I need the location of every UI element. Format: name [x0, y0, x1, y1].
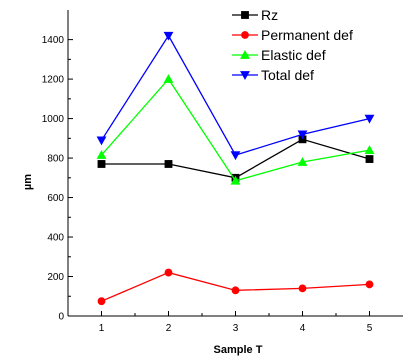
legend-label: Rz	[261, 7, 278, 23]
legend-item-total-def: Total def	[232, 67, 314, 83]
y-tick-label: 0	[58, 312, 64, 323]
y-axis-title: µm	[22, 174, 34, 190]
series-line-total-def	[100, 34, 370, 156]
data-point-rz	[97, 160, 106, 168]
data-point-elastic-def	[96, 150, 107, 159]
legend-item-permanent-def: Permanent def	[232, 27, 353, 43]
y-tick-label: 1000	[42, 114, 65, 125]
legend-label: Elastic def	[261, 47, 326, 63]
series-permanent-def	[97, 268, 374, 306]
data-point-permanent-def	[365, 280, 374, 289]
legend-swatch-marker	[240, 71, 250, 81]
x-ticks: 1 2 3 4 5	[99, 311, 373, 334]
series-layer	[96, 31, 375, 306]
y-tick-label: 400	[47, 233, 64, 244]
y-tick-label: 200	[47, 272, 64, 283]
data-point-total-def	[364, 114, 375, 124]
y-ticks: 0 200 400 600 800 1000 1200 1400	[42, 35, 73, 323]
data-point-total-def	[96, 136, 107, 146]
x-tick-label: 1	[99, 323, 105, 334]
legend-swatch-marker	[241, 11, 249, 19]
data-point-permanent-def	[97, 297, 106, 306]
data-point-elastic-def	[364, 145, 375, 154]
legend-label: Permanent def	[261, 27, 353, 43]
x-tick-label: 4	[300, 323, 306, 334]
data-point-elastic-def	[297, 156, 308, 166]
data-point-elastic-def	[163, 74, 174, 83]
data-point-permanent-def	[298, 284, 307, 293]
legend-swatch-marker	[241, 31, 249, 39]
data-point-rz	[164, 160, 173, 168]
data-point-permanent-def	[164, 268, 173, 277]
data-point-elastic-def	[230, 175, 241, 185]
series-elastic-def	[96, 74, 375, 185]
series-total-def	[96, 31, 375, 161]
x-tick-label: 5	[367, 323, 373, 334]
data-point-total-def	[230, 151, 241, 161]
x-axis-title: Sample T	[214, 344, 263, 356]
axes	[67, 10, 403, 317]
data-point-total-def	[163, 31, 174, 41]
y-tick-label: 1200	[42, 75, 65, 86]
x-tick-label: 3	[233, 323, 239, 334]
y-tick-label: 800	[47, 154, 64, 165]
data-point-rz	[365, 155, 374, 163]
legend-item-elastic-def: Elastic def	[232, 47, 326, 63]
data-point-permanent-def	[231, 286, 240, 295]
legend-item-rz: Rz	[232, 7, 278, 23]
y-tick-label: 1400	[42, 35, 65, 46]
legend-swatch-marker	[240, 49, 250, 59]
data-point-total-def	[297, 130, 308, 140]
x-tick-label: 2	[166, 323, 172, 334]
legend-label: Total def	[261, 67, 314, 83]
legend: Rz Permanent def Elastic def Total def	[232, 7, 353, 83]
series-line-elastic-def	[101, 78, 370, 182]
y-tick-label: 600	[47, 193, 64, 204]
